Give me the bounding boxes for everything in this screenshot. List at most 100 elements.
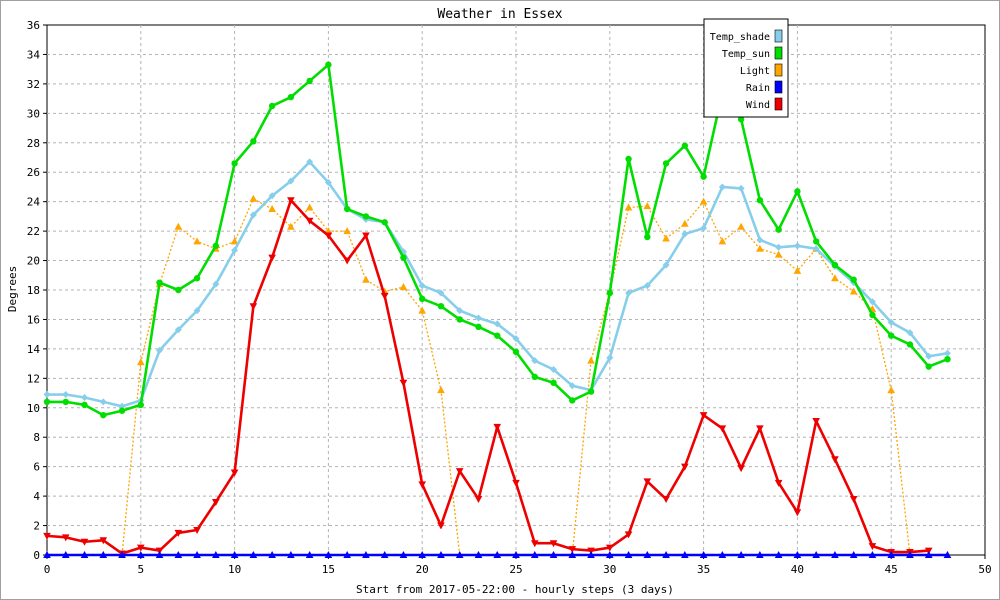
data-point — [775, 243, 783, 251]
data-point — [287, 177, 295, 185]
legend-item: Light — [740, 63, 783, 77]
data-point — [174, 551, 183, 558]
y-tick-label: 8 — [33, 431, 40, 444]
data-point — [531, 357, 539, 365]
data-point — [887, 551, 895, 558]
data-point — [888, 332, 895, 339]
data-point — [287, 93, 295, 101]
data-point — [493, 320, 501, 328]
data-point — [249, 551, 258, 558]
data-point — [699, 412, 708, 420]
legend-label: Temp_sun — [722, 49, 770, 60]
data-point — [775, 226, 782, 233]
data-point — [512, 551, 520, 558]
data-point — [305, 217, 314, 225]
series-wind — [43, 197, 933, 558]
x-tick-label: 25 — [509, 563, 522, 576]
data-point — [381, 219, 388, 226]
data-point — [399, 283, 408, 291]
data-point — [61, 551, 70, 558]
data-point — [587, 356, 595, 364]
data-point — [756, 425, 764, 433]
data-point — [43, 398, 51, 406]
y-tick-label: 18 — [27, 284, 40, 297]
data-point — [43, 391, 51, 399]
data-point — [868, 551, 877, 558]
legend-label: Rain — [746, 83, 770, 94]
data-point — [137, 401, 144, 409]
data-point — [512, 348, 520, 356]
data-point — [849, 496, 858, 504]
data-point — [756, 551, 764, 558]
data-point — [81, 401, 88, 409]
data-point — [455, 468, 464, 476]
data-point — [681, 219, 689, 227]
data-point — [362, 275, 370, 283]
data-point — [812, 245, 820, 253]
data-point — [474, 551, 483, 558]
data-point — [737, 222, 745, 230]
data-point — [756, 244, 764, 252]
data-point — [606, 551, 614, 558]
y-tick-label: 32 — [27, 78, 40, 91]
data-point — [793, 551, 802, 558]
data-point — [62, 391, 70, 399]
data-point — [456, 316, 463, 323]
data-point — [550, 379, 557, 386]
data-point — [325, 61, 332, 68]
data-point — [624, 551, 633, 558]
data-point — [737, 184, 745, 192]
x-tick-label: 45 — [885, 563, 898, 576]
data-point — [774, 250, 783, 258]
x-tick-label: 30 — [603, 563, 616, 576]
legend-item: Temp_sun — [722, 46, 783, 60]
data-point — [380, 292, 389, 300]
y-tick-label: 16 — [27, 313, 40, 326]
data-point — [831, 551, 839, 558]
data-point — [437, 551, 445, 558]
data-point — [137, 544, 145, 552]
data-point — [718, 237, 727, 245]
data-point — [812, 238, 820, 245]
series-rain — [43, 551, 952, 558]
data-point — [268, 551, 276, 558]
data-point — [418, 551, 426, 558]
data-point — [99, 398, 107, 406]
x-tick-label: 10 — [228, 563, 241, 576]
data-point — [681, 551, 689, 558]
data-point — [81, 393, 89, 401]
data-point — [812, 551, 820, 558]
data-point — [324, 232, 333, 240]
data-point — [306, 158, 314, 166]
legend-swatch — [774, 97, 783, 111]
data-point — [437, 386, 445, 394]
data-point — [943, 551, 952, 558]
data-point — [831, 456, 839, 464]
data-point — [193, 237, 201, 245]
y-tick-label: 34 — [27, 48, 41, 61]
data-point — [474, 314, 482, 322]
data-point — [268, 205, 276, 213]
data-point — [869, 311, 876, 319]
data-point — [305, 551, 314, 558]
y-tick-label: 12 — [27, 372, 40, 385]
data-point — [925, 363, 932, 370]
data-point — [662, 261, 670, 269]
data-point — [305, 203, 314, 211]
data-point — [512, 335, 520, 343]
data-point — [850, 276, 857, 283]
legend-label: Temp_shade — [710, 32, 770, 43]
data-point — [737, 465, 745, 473]
data-point — [343, 227, 351, 235]
data-point — [418, 306, 426, 314]
data-point — [756, 196, 764, 204]
data-point — [793, 242, 801, 250]
data-point — [681, 463, 689, 471]
data-point — [362, 213, 370, 220]
data-point — [849, 551, 858, 558]
data-point — [43, 532, 51, 540]
data-point — [925, 352, 933, 360]
data-point — [737, 551, 745, 558]
